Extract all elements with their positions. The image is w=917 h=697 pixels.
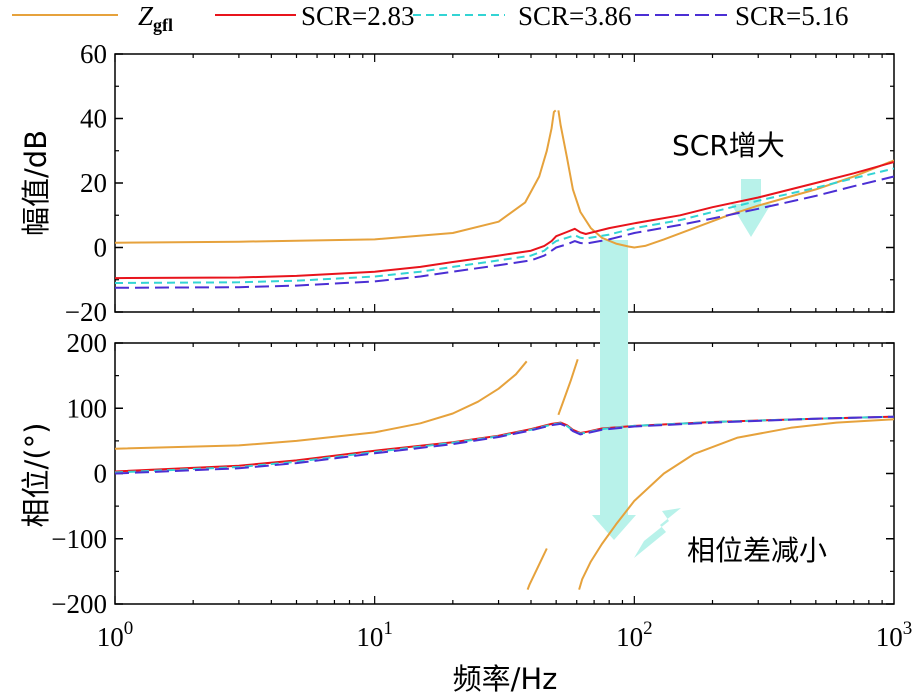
y-tick-label: 100 <box>67 393 108 423</box>
legend-label-scr516: SCR=5.16 <box>735 1 849 31</box>
phase-series <box>115 358 894 590</box>
phase-y-label: 相位/(°) <box>19 423 53 528</box>
x-tick-label: 100 <box>97 618 134 652</box>
vertical-arrow-shaft <box>592 240 636 540</box>
magnitude-line-scr386 <box>115 167 894 284</box>
magnitude-y-label: 幅值/dB <box>19 130 53 236</box>
phase-line-scr283 <box>115 415 894 473</box>
x-tick-label: 102 <box>616 618 653 652</box>
y-tick-label: −100 <box>51 524 107 554</box>
x-tick-label: 103 <box>876 618 913 652</box>
legend: Zgfl SCR=2.83 SCR=3.86 SCR=5.16 <box>12 1 849 35</box>
axis-ticks <box>114 53 894 605</box>
phase-diff-decrease-annotation: 相位差减小 <box>687 534 827 567</box>
y-tick-label: 200 <box>67 328 108 358</box>
x-axis-label: 频率/Hz <box>453 662 558 696</box>
legend-label-scr283: SCR=2.83 <box>301 1 415 31</box>
magnitude-line-scr516 <box>115 175 894 289</box>
x-tick-label: 101 <box>356 618 393 652</box>
y-tick-label: −20 <box>65 297 107 327</box>
phase-line-scr516 <box>115 415 894 475</box>
phase-line-zgfl <box>115 358 894 590</box>
scr-increase-annotation: SCR增大 <box>672 129 785 162</box>
legend-label-scr386: SCR=3.86 <box>518 1 632 31</box>
y-tick-label: 0 <box>94 233 108 263</box>
y-tick-label: 20 <box>80 168 107 198</box>
y-tick-label: 40 <box>80 104 107 134</box>
annotation-arrows <box>592 179 771 558</box>
phase-diff-decrease-arrow <box>634 508 681 558</box>
magnitude-series <box>115 109 894 289</box>
phase-line-scr386 <box>115 415 894 474</box>
magnitude-plot-frame <box>114 53 895 313</box>
y-tick-label: 0 <box>94 459 108 489</box>
y-tick-label: −200 <box>51 589 107 619</box>
y-tick-label: 60 <box>80 39 107 69</box>
magnitude-line-zgfl <box>115 109 894 249</box>
magnitude-line-scr283 <box>115 161 894 280</box>
legend-label-zgfl: Zgfl <box>138 1 173 35</box>
